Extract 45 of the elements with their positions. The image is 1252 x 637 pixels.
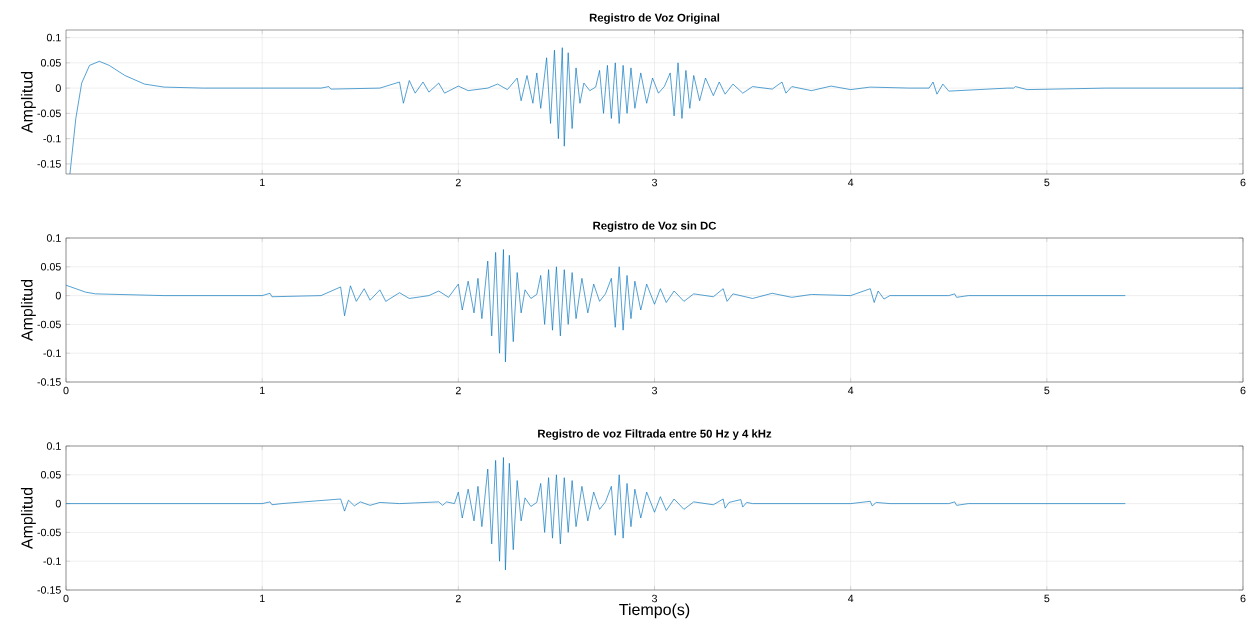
y-tick-label: -0.15 [37, 586, 61, 594]
x-tick-label: 5 [1044, 594, 1050, 603]
y-tick-label: -0.05 [37, 320, 61, 329]
y-tick-label: 0.05 [40, 471, 61, 479]
x-tick-label: 5 [1044, 178, 1050, 187]
x-tick-label: 1 [260, 386, 265, 395]
y-axis-title: Amplitud [20, 71, 36, 134]
chart-title: Registro de Voz Original [589, 13, 720, 24]
y-tick-label: 0.1 [46, 234, 61, 242]
x-tick-label: 2 [455, 178, 461, 187]
y-tick-label: 0.05 [40, 59, 61, 67]
x-tick-label: 3 [651, 594, 657, 603]
y-tick-label: -0.05 [37, 528, 61, 537]
y-tick-label: -0.15 [37, 160, 61, 168]
x-tick-label: 5 [1044, 386, 1050, 395]
x-tick-label: 6 [1240, 386, 1246, 395]
y-tick-label: 0 [55, 499, 61, 508]
y-axis-title: Amplitud [20, 487, 36, 550]
x-tick-label: 4 [847, 386, 854, 395]
x-tick-label: 3 [651, 178, 657, 187]
x-tick-label: 1 [260, 594, 265, 603]
x-tick-label: 1 [260, 178, 265, 187]
x-tick-label: 3 [651, 386, 657, 395]
y-tick-label: 0 [55, 291, 61, 300]
y-tick-label: -0.15 [37, 378, 61, 386]
y-tick-label: 0.1 [46, 442, 61, 450]
y-axis-title: Amplitud [20, 279, 36, 342]
x-tick-label: 2 [455, 594, 461, 603]
y-tick-label: -0.1 [43, 134, 61, 143]
y-tick-label: -0.1 [43, 557, 61, 565]
x-tick-label: 6 [1240, 594, 1246, 603]
x-tick-label: 6 [1240, 178, 1246, 187]
x-axis-title: Tiempo(s) [619, 603, 690, 619]
y-tick-label: -0.1 [43, 349, 61, 357]
x-tick-label: 2 [455, 386, 461, 395]
chart-title: Registro de voz Filtrada entre 50 Hz y 4 kHz [538, 429, 772, 440]
y-tick-label: 0.05 [40, 263, 61, 271]
chart-title: Registro de Voz sin DC [593, 221, 717, 232]
x-tick-label: 0 [63, 386, 69, 395]
y-tick-label: -0.05 [37, 109, 61, 118]
x-tick-label: 4 [847, 178, 854, 187]
x-tick-label: 0 [63, 594, 69, 603]
y-tick-label: 0.1 [46, 33, 61, 42]
y-tick-label: 0 [55, 84, 61, 92]
x-tick-label: 4 [847, 594, 854, 603]
